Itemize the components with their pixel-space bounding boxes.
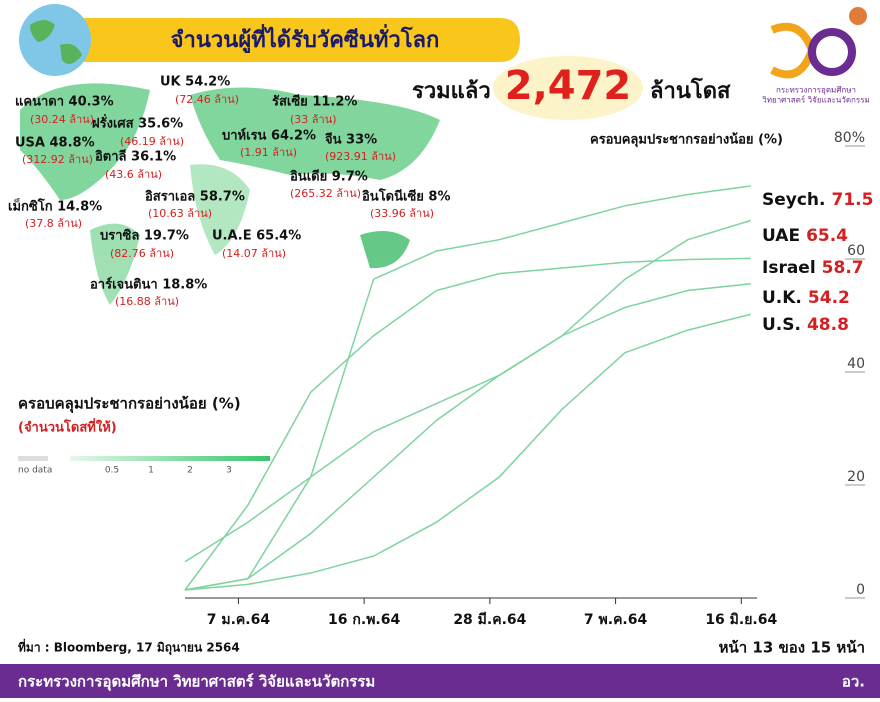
map-label: อิสราเอล 58.7% xyxy=(145,190,245,205)
legend-tick: 1 xyxy=(148,466,154,476)
map-label: รัสเซีย 11.2% xyxy=(272,94,357,110)
line-chart: ครอบคลุมประชากรอย่างน้อย (%) 0 20 40 60 80% 7… xyxy=(184,130,873,628)
series-value-label: 71.5 xyxy=(832,190,874,210)
map-dose-label: (312.92 ล้าน) xyxy=(22,153,93,166)
globe-land xyxy=(30,20,82,64)
y-axis-label: ครอบคลุมประชากรอย่างน้อย (%) xyxy=(590,132,783,148)
map-dose-label: (1.91 ล้าน) xyxy=(240,146,297,159)
map-label: เม็กซิโก 14.8% xyxy=(8,197,102,215)
footer-abbr: อว. xyxy=(842,673,865,691)
map-labels: UK 54.2% (72.46 ล้าน) แคนาดา 40.3% (30.24 ล… xyxy=(8,75,451,309)
legend-no-data: no data xyxy=(18,466,52,476)
footer-ministry: กระทรวงการอุดมศึกษา วิทยาศาสตร์ วิจัยและ… xyxy=(18,673,375,692)
map-dose-label: (30.24 ล้าน) xyxy=(30,113,94,126)
x-tick-label: 28 มี.ค.64 xyxy=(453,612,526,628)
title: จำนวนผู้ที่ได้รับวัคซีนทั่วโลก xyxy=(171,23,440,54)
y-tick-label: 40 xyxy=(847,356,865,372)
map-label: ฝรั่งเศส 35.6% xyxy=(92,114,183,132)
logo-shape xyxy=(808,28,856,76)
source: ที่มา : Bloomberg, 17 มิถุนายน 2564 xyxy=(18,639,240,656)
map-label: อินโดนีเซีย 8% xyxy=(362,188,451,205)
legend-tick: 0.5 xyxy=(105,466,119,476)
series-value-label: 65.4 xyxy=(806,226,848,246)
series-value-label: 54.2 xyxy=(808,288,850,308)
legend-subtitle: (จำนวนโดสที่ให้) xyxy=(18,418,117,436)
series-line xyxy=(184,283,751,591)
series-name: Israel xyxy=(762,258,816,278)
logo-emblem xyxy=(849,7,867,25)
legend-tick: 2 xyxy=(187,466,193,476)
map-dose-label: (16.88 ล้าน) xyxy=(115,295,179,308)
map-label: UK 54.2% xyxy=(160,75,230,90)
map-dose-label: (43.6 ล้าน) xyxy=(105,168,162,181)
world-map xyxy=(20,83,440,305)
map-dose-label: (37.8 ล้าน) xyxy=(25,217,82,230)
legend-tick: 3 xyxy=(226,466,232,476)
map-dose-label: (923.91 ล้าน) xyxy=(325,150,396,163)
series-name: UAE xyxy=(762,226,800,246)
legend-title: ครอบคลุมประชากรอย่างน้อย (%) xyxy=(18,395,241,414)
series-value-label: 48.8 xyxy=(807,315,849,335)
map-dose-label: (33.96 ล้าน) xyxy=(370,207,434,220)
footer-bar xyxy=(0,664,880,698)
map-label: บาห์เรน 64.2% xyxy=(222,128,316,144)
map-dose-label: (14.07 ล้าน) xyxy=(222,247,286,260)
series-label: U.S. 48.8 xyxy=(762,315,849,335)
legend-ticks: 0.5 1 2 3 xyxy=(105,466,232,476)
series-label: U.K. 54.2 xyxy=(762,288,850,308)
map-label: แคนาดา 40.3% xyxy=(15,95,114,110)
total-suffix: ล้านโดส xyxy=(650,77,731,104)
map-label: U.A.E 65.4% xyxy=(212,229,301,244)
series-line xyxy=(184,257,751,591)
series-name: U.K. xyxy=(762,288,802,308)
series-label: UAE 65.4 xyxy=(762,226,848,246)
series-line xyxy=(184,185,751,591)
y-tick-label: 60 xyxy=(847,243,865,259)
map-label: อินเดีย 9.7% xyxy=(290,169,368,185)
x-tick-label: 16 ก.พ.64 xyxy=(328,612,400,628)
x-tick-label: 7 ม.ค.64 xyxy=(207,612,271,628)
map-label: อาร์เจนตินา 18.8% xyxy=(90,277,207,293)
map-dose-label: (33 ล้าน) xyxy=(290,113,337,126)
series-name: U.S. xyxy=(762,315,801,335)
series-line xyxy=(184,313,751,591)
globe-icon xyxy=(19,4,91,76)
y-tick-label: 20 xyxy=(847,469,865,485)
legend-scale xyxy=(70,456,270,461)
series-label: Israel 58.7 xyxy=(762,258,864,278)
series-label: Seych. 71.5 xyxy=(762,190,873,210)
map-label: USA 48.8% xyxy=(15,136,95,151)
total-highlight xyxy=(493,56,643,120)
series-value-label: 58.7 xyxy=(822,258,864,278)
total-value: 2,472 xyxy=(505,63,632,109)
map-label: จีน 33% xyxy=(325,132,378,148)
map-dose-label: (46.19 ล้าน) xyxy=(120,135,184,148)
x-tick-label: 16 มิ.ย.64 xyxy=(705,612,777,628)
total-prefix: รวมแล้ว xyxy=(412,79,491,104)
logo-text: กระทรวงการอุดมศึกษา xyxy=(776,86,856,95)
map-dose-label: (265.32 ล้าน) xyxy=(290,187,361,200)
x-tick-label: 7 พ.ค.64 xyxy=(584,612,648,628)
map-dose-label: (72.46 ล้าน) xyxy=(175,93,239,106)
series-name: Seych. xyxy=(762,190,826,210)
y-tick-label: 0 xyxy=(856,582,865,598)
map-label: อิตาลี 36.1% xyxy=(95,149,176,165)
legend-swatch xyxy=(18,456,48,461)
title-bar xyxy=(40,18,520,62)
logo-text: วิทยาศาสตร์ วิจัยและนวัตกรรม xyxy=(762,95,870,105)
map-label: บราซิล 19.7% xyxy=(100,229,189,244)
series-line xyxy=(184,219,751,563)
map-dose-label: (82.76 ล้าน) xyxy=(110,247,174,260)
page-number: หน้า 13 ของ 15 หน้า xyxy=(719,639,865,657)
y-tick-label: 80% xyxy=(834,130,865,146)
map-dose-label: (10.63 ล้าน) xyxy=(148,207,212,220)
